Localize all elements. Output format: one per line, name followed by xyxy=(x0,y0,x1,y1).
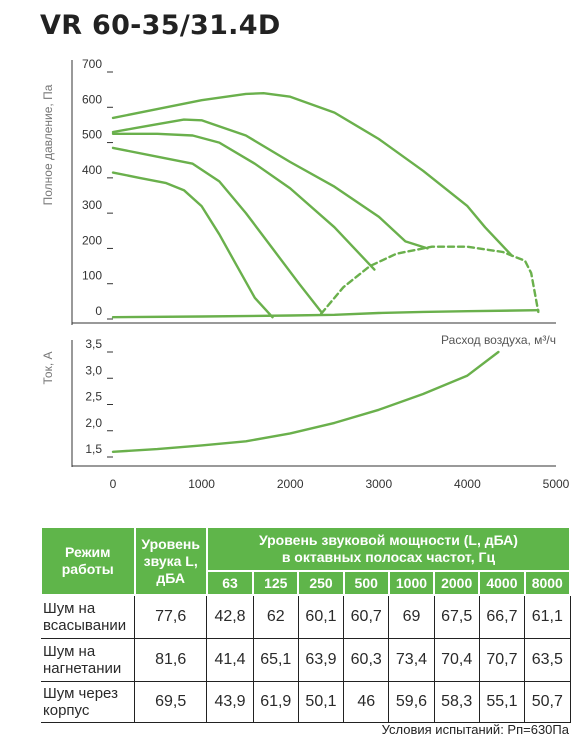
table-row: Шум на всасывании 77,6 42,8 62 60,1 60,7… xyxy=(41,595,571,639)
row-value: 61,1 xyxy=(524,595,571,639)
row-value: 61,9 xyxy=(253,681,299,723)
pressure-curve-3 xyxy=(111,132,376,271)
x-tick-label: 3000 xyxy=(365,477,392,491)
y-tick-label: 300 xyxy=(82,198,102,212)
row-value: 63,5 xyxy=(524,638,571,682)
freq-cell: 125 xyxy=(252,570,300,596)
row-level: 81,6 xyxy=(134,638,208,682)
y-tick-label: 200 xyxy=(82,233,102,247)
row-value: 46 xyxy=(343,681,390,723)
header-sound-power: Уровень звуковой мощности (L, дБА) в окт… xyxy=(205,526,572,572)
pressure-curve-6 xyxy=(111,309,540,319)
pressure-y-label: Полное давление, Па xyxy=(41,84,55,205)
row-value: 73,4 xyxy=(388,638,435,682)
row-level: 69,5 xyxy=(134,681,208,723)
header-power-line-2: в октавных полосах частот, Гц xyxy=(281,549,496,565)
y-tick-label: 0 xyxy=(95,304,102,318)
header-sound-level: Уровень звука L, дБА xyxy=(133,526,208,596)
performance-charts: 0 100 200 300 400 500 600 700 Полное давление, … xyxy=(41,57,570,491)
header-mode: Режим работы xyxy=(40,526,136,596)
row-value: 62 xyxy=(253,595,299,639)
pressure-y-ticks: 0 100 200 300 400 500 600 700 xyxy=(82,57,113,320)
pressure-series xyxy=(111,92,540,319)
pressure-curve-5 xyxy=(111,171,274,319)
x-tick-label: 0 xyxy=(110,477,117,491)
freq-cell: 2000 xyxy=(433,570,481,596)
x-tick-label: 5000 xyxy=(543,477,570,491)
row-value: 55,1 xyxy=(479,681,526,723)
table-row: Шум через корпус 69,5 43,9 61,9 50,1 46 … xyxy=(41,681,571,723)
row-value: 70,4 xyxy=(434,638,480,682)
row-value: 41,4 xyxy=(206,638,254,682)
y-tick-label: 500 xyxy=(82,128,102,142)
y-tick-label: 400 xyxy=(82,163,102,177)
y-tick-label: 700 xyxy=(82,57,102,71)
row-value: 66,7 xyxy=(479,595,526,639)
x-tick-label: 2000 xyxy=(277,477,304,491)
x-tick-label: 1000 xyxy=(188,477,215,491)
y-tick-label: 600 xyxy=(82,92,102,106)
row-value: 63,9 xyxy=(298,638,345,682)
current-y-label: Ток, А xyxy=(41,352,55,385)
current-curve xyxy=(111,350,500,453)
noise-table: Режим работы Уровень звука L, дБА Уровен… xyxy=(40,526,572,723)
row-value: 43,9 xyxy=(206,681,254,723)
y-tick-label: 2,0 xyxy=(85,416,102,430)
freq-cell: 1000 xyxy=(387,570,436,596)
y-tick-label: 1,5 xyxy=(85,442,102,456)
x-ticks: 0 1000 2000 3000 4000 5000 xyxy=(110,477,570,491)
row-value: 60,3 xyxy=(343,638,390,682)
freq-cell: 4000 xyxy=(478,570,526,596)
pressure-curve-1 xyxy=(111,92,513,257)
page-title: VR 60-35/31.4D xyxy=(40,10,281,41)
current-series xyxy=(111,350,500,453)
row-level: 77,6 xyxy=(134,595,208,639)
row-mode: Шум на всасывании xyxy=(41,595,135,639)
table-row: Шум на нагнетании 81,6 41,4 65,1 63,9 60… xyxy=(41,638,571,682)
row-value: 67,5 xyxy=(434,595,480,639)
row-value: 70,7 xyxy=(479,638,526,682)
freq-cell: 250 xyxy=(297,570,345,596)
freq-cell: 63 xyxy=(205,570,255,596)
row-value: 69 xyxy=(388,595,435,639)
freq-cell: 500 xyxy=(342,570,390,596)
pressure-curve-7 xyxy=(320,245,540,315)
table-freq-row: 63 125 250 500 1000 2000 4000 8000 xyxy=(41,570,572,596)
table-header-row: Режим работы Уровень звука L, дБА Уровен… xyxy=(40,526,572,596)
row-value: 60,7 xyxy=(343,595,390,639)
row-value: 58,3 xyxy=(434,681,480,723)
freq-cell: 8000 xyxy=(523,570,572,596)
row-mode: Шум через корпус xyxy=(41,681,135,723)
current-y-ticks: 1,5 2,0 2,5 3,0 3,5 xyxy=(85,337,113,458)
y-tick-label: 2,5 xyxy=(85,390,102,404)
x-tick-label: 4000 xyxy=(454,477,481,491)
y-tick-label: 3,5 xyxy=(85,337,102,351)
pressure-curve-2 xyxy=(111,118,429,250)
y-tick-label: 3,0 xyxy=(85,363,102,377)
airflow-x-label: Расход воздуха, м³/ч xyxy=(441,333,556,347)
row-value: 59,6 xyxy=(388,681,435,723)
row-value: 50,7 xyxy=(524,681,571,723)
y-tick-label: 100 xyxy=(82,269,102,283)
row-value: 42,8 xyxy=(206,595,254,639)
row-value: 50,1 xyxy=(298,681,345,723)
row-value: 60,1 xyxy=(298,595,345,639)
test-conditions-note: Условия испытаний: Рп=630Па xyxy=(381,722,569,737)
row-mode: Шум на нагнетании xyxy=(41,638,135,682)
row-value: 65,1 xyxy=(253,638,299,682)
header-power-line-1: Уровень звуковой мощности (L, дБА) xyxy=(258,532,518,548)
pressure-curve-4 xyxy=(111,146,323,314)
